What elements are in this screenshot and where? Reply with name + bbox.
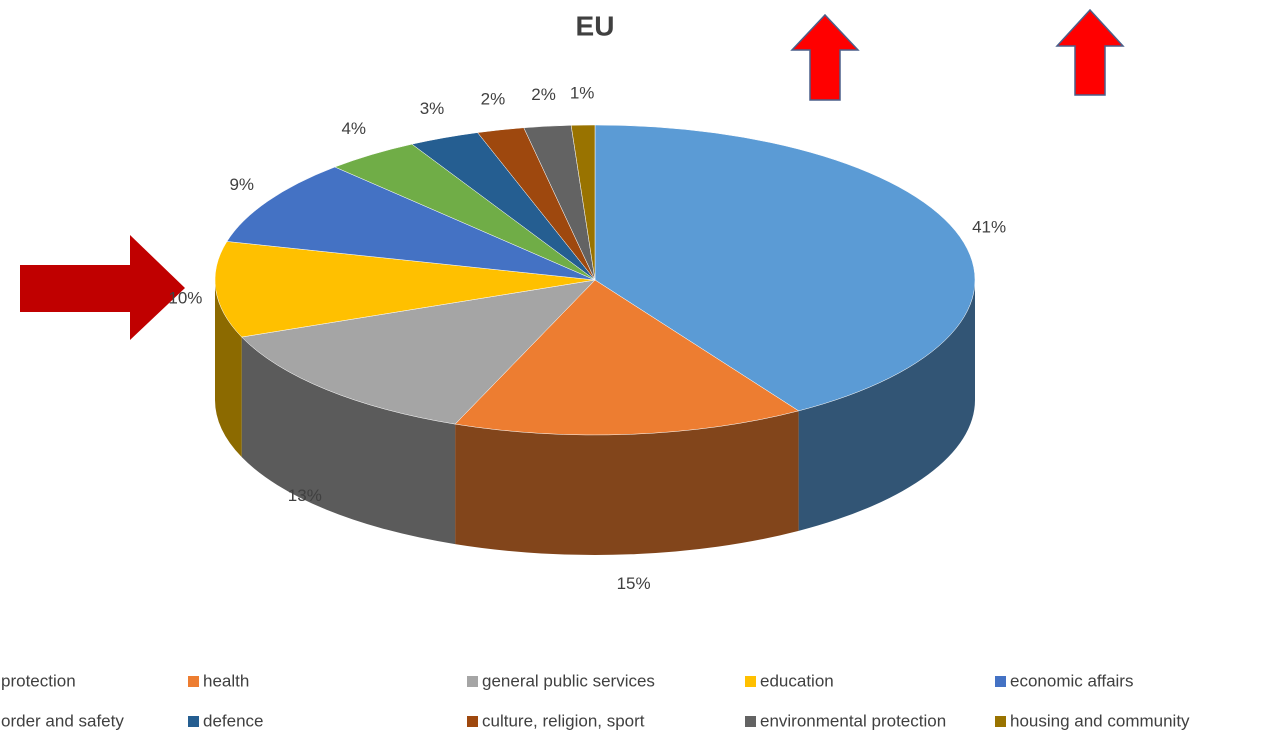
legend-label: environmental protection [760, 711, 946, 730]
slice [570, 124, 596, 281]
legend-label: order and safety [1, 711, 124, 730]
slice-side [455, 410, 799, 555]
arrow-up [1055, 8, 1125, 96]
legend-label: protection [1, 671, 76, 690]
legend-label: education [760, 671, 834, 690]
legend-label: health [203, 671, 249, 690]
chart-title: EU [576, 10, 615, 41]
legend-label: economic affairs [1010, 671, 1133, 690]
data-label: 10% [168, 289, 202, 308]
data-label: 3% [420, 99, 445, 118]
data-label: 2% [481, 89, 506, 108]
data-label: 15% [617, 574, 651, 593]
legend-swatch [995, 716, 1006, 727]
legend-label: housing and community [1010, 711, 1190, 730]
arrow-up [790, 13, 860, 101]
slice-side [215, 280, 242, 458]
legend-swatch [745, 676, 756, 687]
legend-swatch [745, 716, 756, 727]
slice [226, 166, 596, 281]
data-label: 41% [972, 218, 1006, 237]
slice [454, 279, 800, 436]
legend-label: culture, religion, sport [482, 711, 645, 730]
slice-side [798, 280, 975, 531]
slice [241, 279, 596, 425]
legend-swatch [467, 716, 478, 727]
legend-label: defence [203, 711, 264, 730]
slice [214, 241, 596, 338]
slice-side [241, 337, 456, 545]
legend-swatch [995, 676, 1006, 687]
data-label: 4% [341, 119, 366, 138]
data-label: 1% [570, 84, 595, 103]
data-label: 9% [229, 175, 254, 194]
arrow-right [20, 235, 185, 340]
data-label: 2% [531, 85, 556, 104]
legend-swatch [188, 716, 199, 727]
legend-swatch [188, 676, 199, 687]
data-label: 13% [288, 486, 322, 505]
slice [594, 124, 976, 412]
legend-swatch [467, 676, 478, 687]
legend-label: general public services [482, 671, 655, 690]
